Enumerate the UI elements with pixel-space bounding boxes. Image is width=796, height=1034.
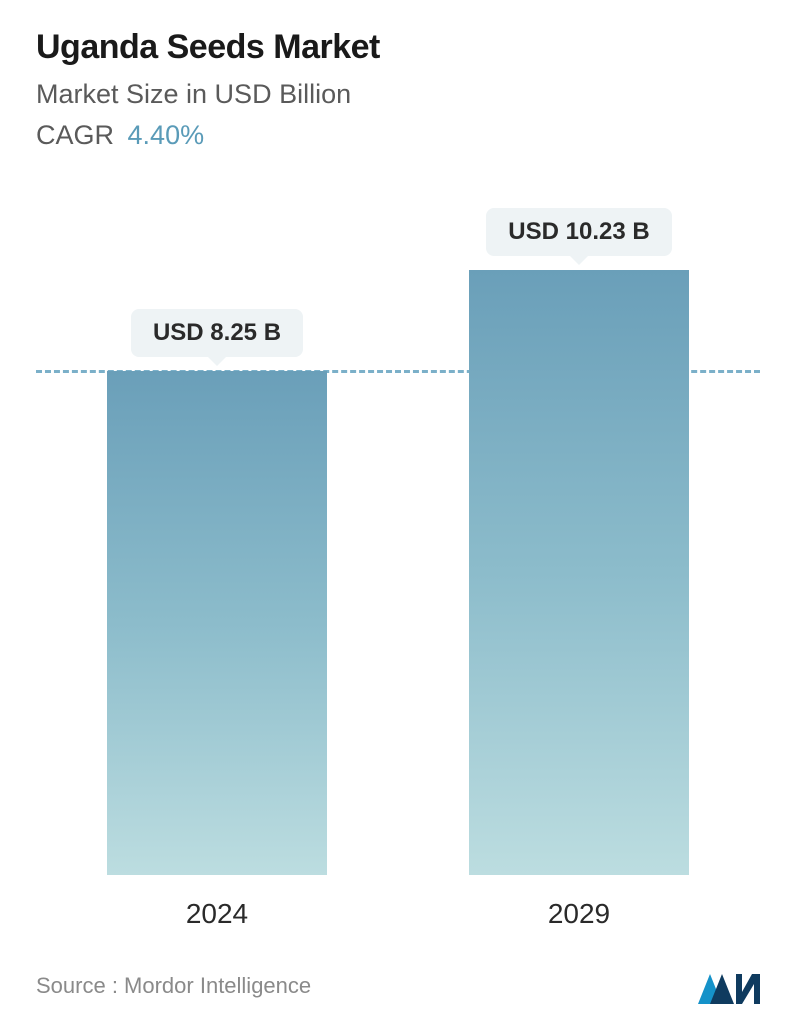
- x-axis-labels: 2024 2029: [36, 898, 760, 930]
- bar-2024: [107, 371, 327, 875]
- value-badge: USD 8.25 B: [131, 309, 303, 357]
- x-label: 2024: [77, 898, 357, 930]
- bar-group-2029: USD 10.23 B: [439, 208, 719, 875]
- chart-area: USD 8.25 B USD 10.23 B 2024 2029: [36, 210, 760, 930]
- cagr-row: CAGR 4.40%: [36, 120, 760, 151]
- chart-subtitle: Market Size in USD Billion: [36, 79, 760, 110]
- bar-2029: [469, 270, 689, 875]
- x-label: 2029: [439, 898, 719, 930]
- chart-header: Uganda Seeds Market Market Size in USD B…: [0, 0, 796, 151]
- source-text: Source : Mordor Intelligence: [36, 973, 311, 999]
- cagr-label: CAGR: [36, 120, 114, 150]
- value-badge: USD 10.23 B: [486, 208, 671, 256]
- brand-logo: [696, 966, 760, 1006]
- chart-footer: Source : Mordor Intelligence: [36, 966, 760, 1006]
- chart-title: Uganda Seeds Market: [36, 28, 760, 67]
- bar-group-2024: USD 8.25 B: [77, 309, 357, 875]
- cagr-value: 4.40%: [128, 120, 205, 150]
- bars-container: USD 8.25 B USD 10.23 B: [36, 210, 760, 875]
